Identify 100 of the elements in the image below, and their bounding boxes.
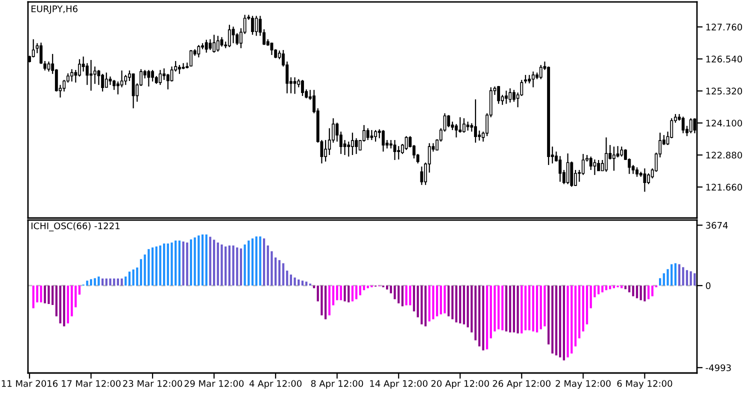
candlestick — [232, 26, 235, 44]
candlestick — [374, 130, 378, 142]
candlestick — [124, 74, 128, 86]
bar — [290, 274, 292, 286]
bar — [201, 234, 204, 286]
bar — [548, 286, 550, 344]
candlestick — [208, 38, 212, 51]
bar — [678, 264, 680, 286]
candlestick — [212, 34, 216, 54]
candlestick — [616, 146, 620, 158]
bar — [520, 286, 523, 334]
bar — [590, 286, 592, 308]
bar — [86, 280, 88, 286]
x-tick-label: 14 Apr 12:00 — [370, 380, 428, 389]
candlestick — [166, 73, 170, 90]
candlestick — [689, 118, 692, 134]
bar — [220, 244, 223, 286]
candlestick — [43, 60, 46, 72]
bar — [512, 286, 516, 332]
candlestick — [512, 89, 516, 102]
bar — [232, 245, 234, 286]
bar — [94, 278, 96, 286]
bar — [674, 263, 676, 286]
chart-title: EURJPY,H6 — [32, 5, 78, 14]
y-tick-label: 126.540 — [706, 56, 742, 62]
bar — [66, 286, 70, 324]
candlestick — [566, 152, 570, 185]
bar — [432, 286, 434, 320]
bar — [216, 242, 219, 286]
bar — [355, 286, 358, 300]
bar — [140, 259, 142, 286]
bar — [228, 245, 230, 286]
bar — [601, 286, 604, 292]
bar — [262, 238, 266, 286]
bar — [555, 286, 558, 356]
bar — [562, 286, 565, 360]
bar — [544, 286, 546, 326]
bar — [632, 286, 634, 296]
bar — [248, 240, 250, 286]
bar — [574, 286, 577, 346]
y-tick-label: 3674 — [706, 222, 728, 229]
bar — [148, 249, 150, 286]
bar — [198, 235, 200, 286]
candlestick — [101, 73, 104, 92]
y-tick-label: 121.660 — [706, 184, 742, 191]
bar — [244, 244, 246, 286]
bar — [566, 286, 569, 358]
bar — [640, 286, 642, 300]
bar — [505, 286, 508, 332]
bar — [259, 236, 262, 286]
candlestick — [593, 158, 596, 176]
candlestick — [347, 141, 350, 158]
y-tick-label: 122.880 — [706, 152, 742, 159]
bar — [266, 245, 269, 286]
bar — [470, 286, 473, 332]
candlestick — [366, 128, 370, 141]
bar — [159, 245, 162, 286]
bar — [686, 270, 688, 286]
bar — [498, 286, 500, 330]
bar — [182, 242, 184, 286]
bar — [124, 276, 127, 286]
bar — [209, 236, 212, 286]
bar — [305, 282, 308, 286]
candlestick — [478, 130, 481, 142]
bar — [102, 278, 104, 286]
bar — [340, 286, 342, 300]
bar — [448, 286, 450, 316]
bar — [136, 268, 138, 286]
bar — [251, 238, 254, 286]
candlestick — [190, 49, 192, 68]
x-tick-label: 4 Apr 12:00 — [249, 380, 302, 389]
bar — [255, 236, 258, 286]
x-tick-label: 8 Apr 12:00 — [311, 380, 364, 389]
bar — [644, 286, 646, 302]
bar — [490, 286, 492, 338]
candlestick — [351, 132, 354, 156]
bar — [682, 267, 684, 286]
candlestick — [151, 69, 154, 82]
bar — [194, 237, 196, 286]
y-tick-label: 0 — [706, 282, 710, 290]
candlestick — [32, 38, 35, 58]
bar — [398, 286, 400, 304]
bar — [516, 286, 519, 334]
bar — [570, 286, 573, 354]
bar — [351, 286, 354, 302]
candlestick — [474, 98, 477, 144]
bar — [224, 246, 227, 286]
bar — [451, 286, 454, 320]
candlestick — [147, 69, 150, 88]
x-tick-label: 17 Mar 12:00 — [62, 380, 121, 387]
bar — [651, 286, 654, 296]
bar — [444, 286, 446, 314]
bar — [40, 286, 42, 302]
candlestick — [70, 68, 74, 82]
bar — [166, 244, 169, 286]
bar — [105, 278, 108, 286]
bar — [366, 286, 369, 288]
bar — [362, 286, 366, 290]
bar — [344, 286, 346, 302]
bar — [628, 286, 630, 292]
